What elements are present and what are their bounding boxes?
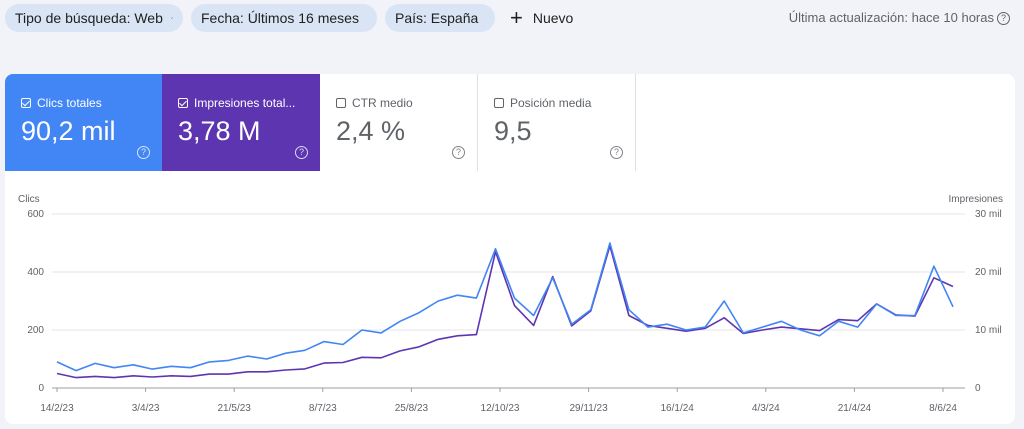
y-right-tick-label: 30 mil [975,209,1002,220]
y-right-tick-label: 0 [975,383,981,394]
filter-chip-search-type[interactable]: Tipo de búsqueda: Web [5,4,183,32]
last-update: Última actualización: hace 10 horas? [788,10,1010,26]
metric-card-clicks[interactable]: Clics totales 90,2 mil ? [5,74,162,171]
x-tick-label: 4/3/24 [752,403,780,414]
metric-value: 90,2 mil [21,116,116,146]
metric-label: CTR medio [352,96,413,110]
y-left-tick-label: 200 [27,325,44,336]
metric-card-impressions[interactable]: Impresiones total... 3,78 M ? [162,74,320,171]
metric-value: 3,78 M [178,116,261,146]
checkbox-icon[interactable] [21,98,31,108]
filter-chip-label: Tipo de búsqueda: Web [15,10,163,26]
performance-panel: Clics totales 90,2 mil ? Impresiones tot… [5,74,1015,424]
filter-bar: Tipo de búsqueda: Web Fecha: Últimos 16 … [0,4,1024,32]
y-right-tick-label: 10 mil [975,325,1002,336]
filter-chip-label: País: España [395,10,479,26]
new-filter-label: Nuevo [532,10,574,26]
checkbox-icon[interactable] [336,98,346,108]
help-icon[interactable]: ? [610,146,623,159]
filter-chip-date[interactable]: Fecha: Últimos 16 meses [191,4,377,32]
last-update-text: Última actualización: hace 10 horas [788,10,994,25]
metric-label: Clics totales [37,96,102,110]
right-axis-title: Impresiones [948,194,1003,205]
series-line-impressions [56,245,954,379]
metric-label: Impresiones total... [194,96,296,110]
filter-chip-country[interactable]: País: España [385,4,495,32]
help-icon[interactable]: ? [295,146,308,159]
pencil-icon[interactable] [171,11,173,25]
x-tick-label: 14/2/23 [40,403,74,414]
x-tick-label: 3/4/23 [132,403,160,414]
x-tick-label: 25/8/23 [395,403,429,414]
y-left-tick-label: 400 [27,267,44,278]
x-tick-label: 12/10/23 [481,403,520,414]
x-tick-label: 8/7/23 [309,403,337,414]
y-right-tick-label: 20 mil [975,267,1002,278]
new-filter-button[interactable]: + Nuevo [510,4,573,32]
x-tick-label: 16/1/24 [661,403,695,414]
y-left-tick-label: 600 [27,209,44,220]
metric-value: 9,5 [494,116,532,146]
x-tick-label: 8/6/24 [929,403,957,414]
plus-icon: + [510,5,523,30]
metric-value: 2,4 % [336,116,406,146]
metric-card-ctr[interactable]: CTR medio 2,4 % ? [320,74,478,171]
x-tick-label: 21/5/23 [218,403,252,414]
help-icon[interactable]: ? [452,146,465,159]
x-tick-label: 29/11/23 [570,403,609,414]
performance-chart[interactable]: 0 200 400 600 0 10 mil 20 mil 30 mil 14/2/23 3/4/… [5,74,1015,424]
checkbox-icon[interactable] [178,98,188,108]
metric-card-position[interactable]: Posición media 9,5 ? [478,74,636,171]
filter-chip-label: Fecha: Últimos 16 meses [201,10,359,26]
left-axis-title: Clics [18,194,40,205]
metric-label: Posición media [510,96,592,110]
series-line-clicks [56,242,954,372]
y-left-tick-label: 0 [38,383,44,394]
help-icon[interactable]: ? [997,12,1010,26]
x-tick-label: 21/4/24 [838,403,872,414]
help-icon[interactable]: ? [137,146,150,159]
checkbox-icon[interactable] [494,98,504,108]
